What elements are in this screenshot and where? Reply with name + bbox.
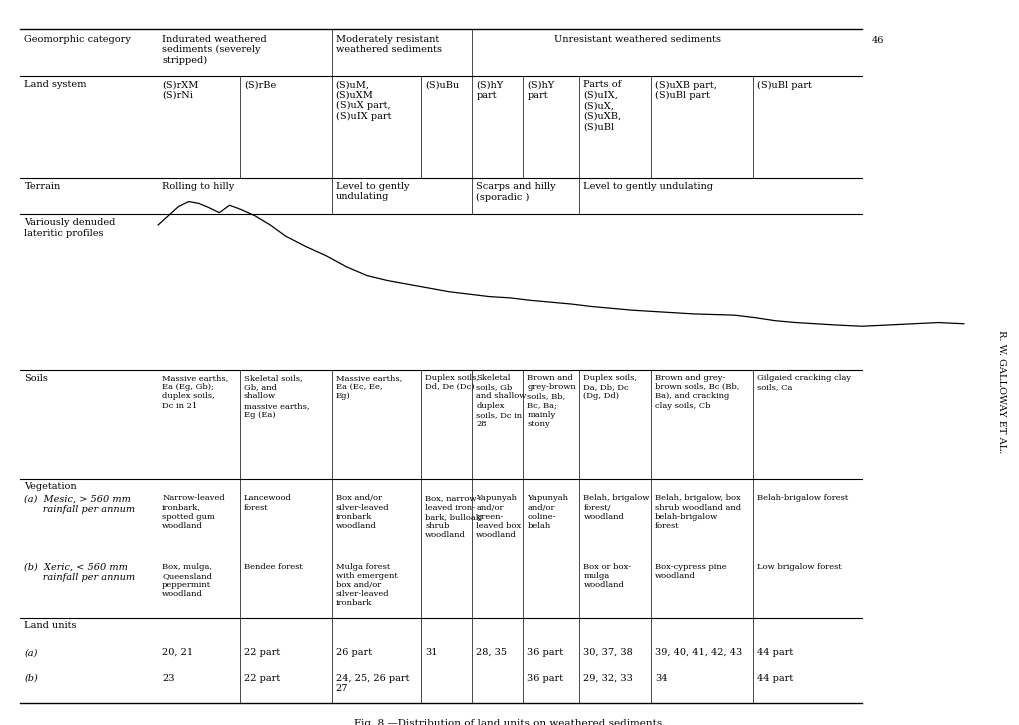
Text: 20, 21: 20, 21 (162, 648, 194, 657)
Text: Geomorphic category: Geomorphic category (24, 35, 131, 44)
Text: Narrow-leaved
ironbark,
spotted gum
woodland: Narrow-leaved ironbark, spotted gum wood… (162, 494, 225, 530)
Text: Box, narrow-
leaved iron-
bark, bulloak
shrub
woodland: Box, narrow- leaved iron- bark, bulloak … (425, 494, 481, 539)
Text: (b): (b) (24, 674, 38, 682)
Text: Duplex soils,
Da, Db, Dc
(Dg, Dd): Duplex soils, Da, Db, Dc (Dg, Dd) (583, 374, 637, 400)
Text: Parts of
(S)uIX,
(S)uX,
(S)uXB,
(S)uBl: Parts of (S)uIX, (S)uX, (S)uXB, (S)uBl (583, 80, 622, 131)
Text: Level to gently undulating: Level to gently undulating (583, 182, 712, 191)
Text: Duplex soils,
Dd, De (Dc): Duplex soils, Dd, De (Dc) (425, 374, 479, 392)
Text: 34: 34 (654, 674, 666, 682)
Text: Soils: Soils (24, 374, 48, 383)
Text: (S)uM,
(S)uXM
(S)uX part,
(S)uIX part: (S)uM, (S)uXM (S)uX part, (S)uIX part (335, 80, 390, 121)
Text: Skeletal soils,
Gb, and
shallow
massive earths,
Eg (Ea): Skeletal soils, Gb, and shallow massive … (244, 374, 309, 419)
Text: 31: 31 (425, 648, 437, 657)
Text: Unresistant weathered sediments: Unresistant weathered sediments (553, 35, 720, 44)
Text: (S)hY
part: (S)hY part (527, 80, 554, 100)
Text: (S)uXB part,
(S)uBl part: (S)uXB part, (S)uBl part (654, 80, 716, 100)
Text: Mulga forest
with emergent
box and/or
silver-leaved
ironbark: Mulga forest with emergent box and/or si… (335, 563, 397, 608)
Text: Indurated weathered
sediments (severely
stripped): Indurated weathered sediments (severely … (162, 35, 267, 65)
Text: 22 part: 22 part (244, 674, 280, 682)
Text: Skeletal
soils, Gb
and shallow
duplex
soils, Dc in
28: Skeletal soils, Gb and shallow duplex so… (476, 374, 526, 428)
Text: 23: 23 (162, 674, 174, 682)
Text: (S)uBl part: (S)uBl part (756, 80, 811, 90)
Text: R. W. GALLOWAY ET AL.: R. W. GALLOWAY ET AL. (997, 330, 1005, 453)
Text: 29, 32, 33: 29, 32, 33 (583, 674, 633, 682)
Text: Terrain: Terrain (24, 182, 61, 191)
Text: Land units: Land units (24, 621, 76, 630)
Text: Brown and
grey-brown
soils, Bb,
Bc, Ba;
mainly
stony: Brown and grey-brown soils, Bb, Bc, Ba; … (527, 374, 576, 428)
Text: Moderately resistant
weathered sediments: Moderately resistant weathered sediments (335, 35, 441, 54)
Text: Belah, brigalow, box
shrub woodland and
belah-brigalow
forest: Belah, brigalow, box shrub woodland and … (654, 494, 740, 530)
Text: Level to gently
undulating: Level to gently undulating (335, 182, 409, 202)
Text: Yapunyah
and/or
green-
leaved box
woodland: Yapunyah and/or green- leaved box woodla… (476, 494, 521, 539)
Text: Belah-brigalow forest: Belah-brigalow forest (756, 494, 847, 502)
Text: Fig. 8.—Distribution of land units on weathered sediments.: Fig. 8.—Distribution of land units on we… (354, 719, 665, 725)
Text: Box and/or
silver-leaved
ironbark
woodland: Box and/or silver-leaved ironbark woodla… (335, 494, 389, 530)
Text: 30, 37, 38: 30, 37, 38 (583, 648, 633, 657)
Text: 26 part: 26 part (335, 648, 371, 657)
Text: 22 part: 22 part (244, 648, 280, 657)
Text: Variously denuded
lateritic profiles: Variously denuded lateritic profiles (24, 218, 116, 238)
Text: (S)rXM
(S)rNi: (S)rXM (S)rNi (162, 80, 199, 100)
Text: (a): (a) (24, 648, 38, 657)
Text: 46: 46 (871, 36, 883, 45)
Text: Belah, brigalow
forest/
woodland: Belah, brigalow forest/ woodland (583, 494, 649, 521)
Text: Land system: Land system (24, 80, 87, 89)
Text: Vegetation: Vegetation (24, 482, 77, 491)
Text: (S)rBe: (S)rBe (244, 80, 276, 89)
Text: Gilgaied cracking clay
soils, Ca: Gilgaied cracking clay soils, Ca (756, 374, 850, 392)
Text: (a)  Mesic, > 560 mm
      rainfall per annum: (a) Mesic, > 560 mm rainfall per annum (24, 494, 136, 514)
Text: Low brigalow forest: Low brigalow forest (756, 563, 841, 571)
Text: Box-cypress pine
woodland: Box-cypress pine woodland (654, 563, 726, 580)
Text: 28, 35: 28, 35 (476, 648, 506, 657)
Text: 24, 25, 26 part
27: 24, 25, 26 part 27 (335, 674, 409, 693)
Text: 36 part: 36 part (527, 674, 562, 682)
Text: 44 part: 44 part (756, 674, 793, 682)
Text: Box, mulga,
Queensland
peppermint
woodland: Box, mulga, Queensland peppermint woodla… (162, 563, 212, 598)
Text: 44 part: 44 part (756, 648, 793, 657)
Text: Yapunyah
and/or
ooline-
belah: Yapunyah and/or ooline- belah (527, 494, 568, 530)
Text: 39, 40, 41, 42, 43: 39, 40, 41, 42, 43 (654, 648, 742, 657)
Text: 36 part: 36 part (527, 648, 562, 657)
Text: Massive earths,
Ea (Ec, Ee,
Eg): Massive earths, Ea (Ec, Ee, Eg) (335, 374, 401, 400)
Text: Rolling to hilly: Rolling to hilly (162, 182, 234, 191)
Text: Brown and grey-
brown soils, Bc (Bb,
Ba), and cracking
clay soils, Cb: Brown and grey- brown soils, Bc (Bb, Ba)… (654, 374, 739, 410)
Text: Box or box-
mulga
woodland: Box or box- mulga woodland (583, 563, 631, 589)
Text: Bendee forest: Bendee forest (244, 563, 303, 571)
Text: Massive earths,
Ea (Eg, Gb);
duplex soils,
Dc in 21: Massive earths, Ea (Eg, Gb); duplex soil… (162, 374, 228, 410)
Text: (S)uBu: (S)uBu (425, 80, 460, 89)
Text: Scarps and hilly
(sporadic ): Scarps and hilly (sporadic ) (476, 182, 555, 202)
Text: (b)  Xeric, < 560 mm
      rainfall per annum: (b) Xeric, < 560 mm rainfall per annum (24, 563, 136, 582)
Text: Lancewood
forest: Lancewood forest (244, 494, 291, 512)
Text: (S)hY
part: (S)hY part (476, 80, 503, 100)
